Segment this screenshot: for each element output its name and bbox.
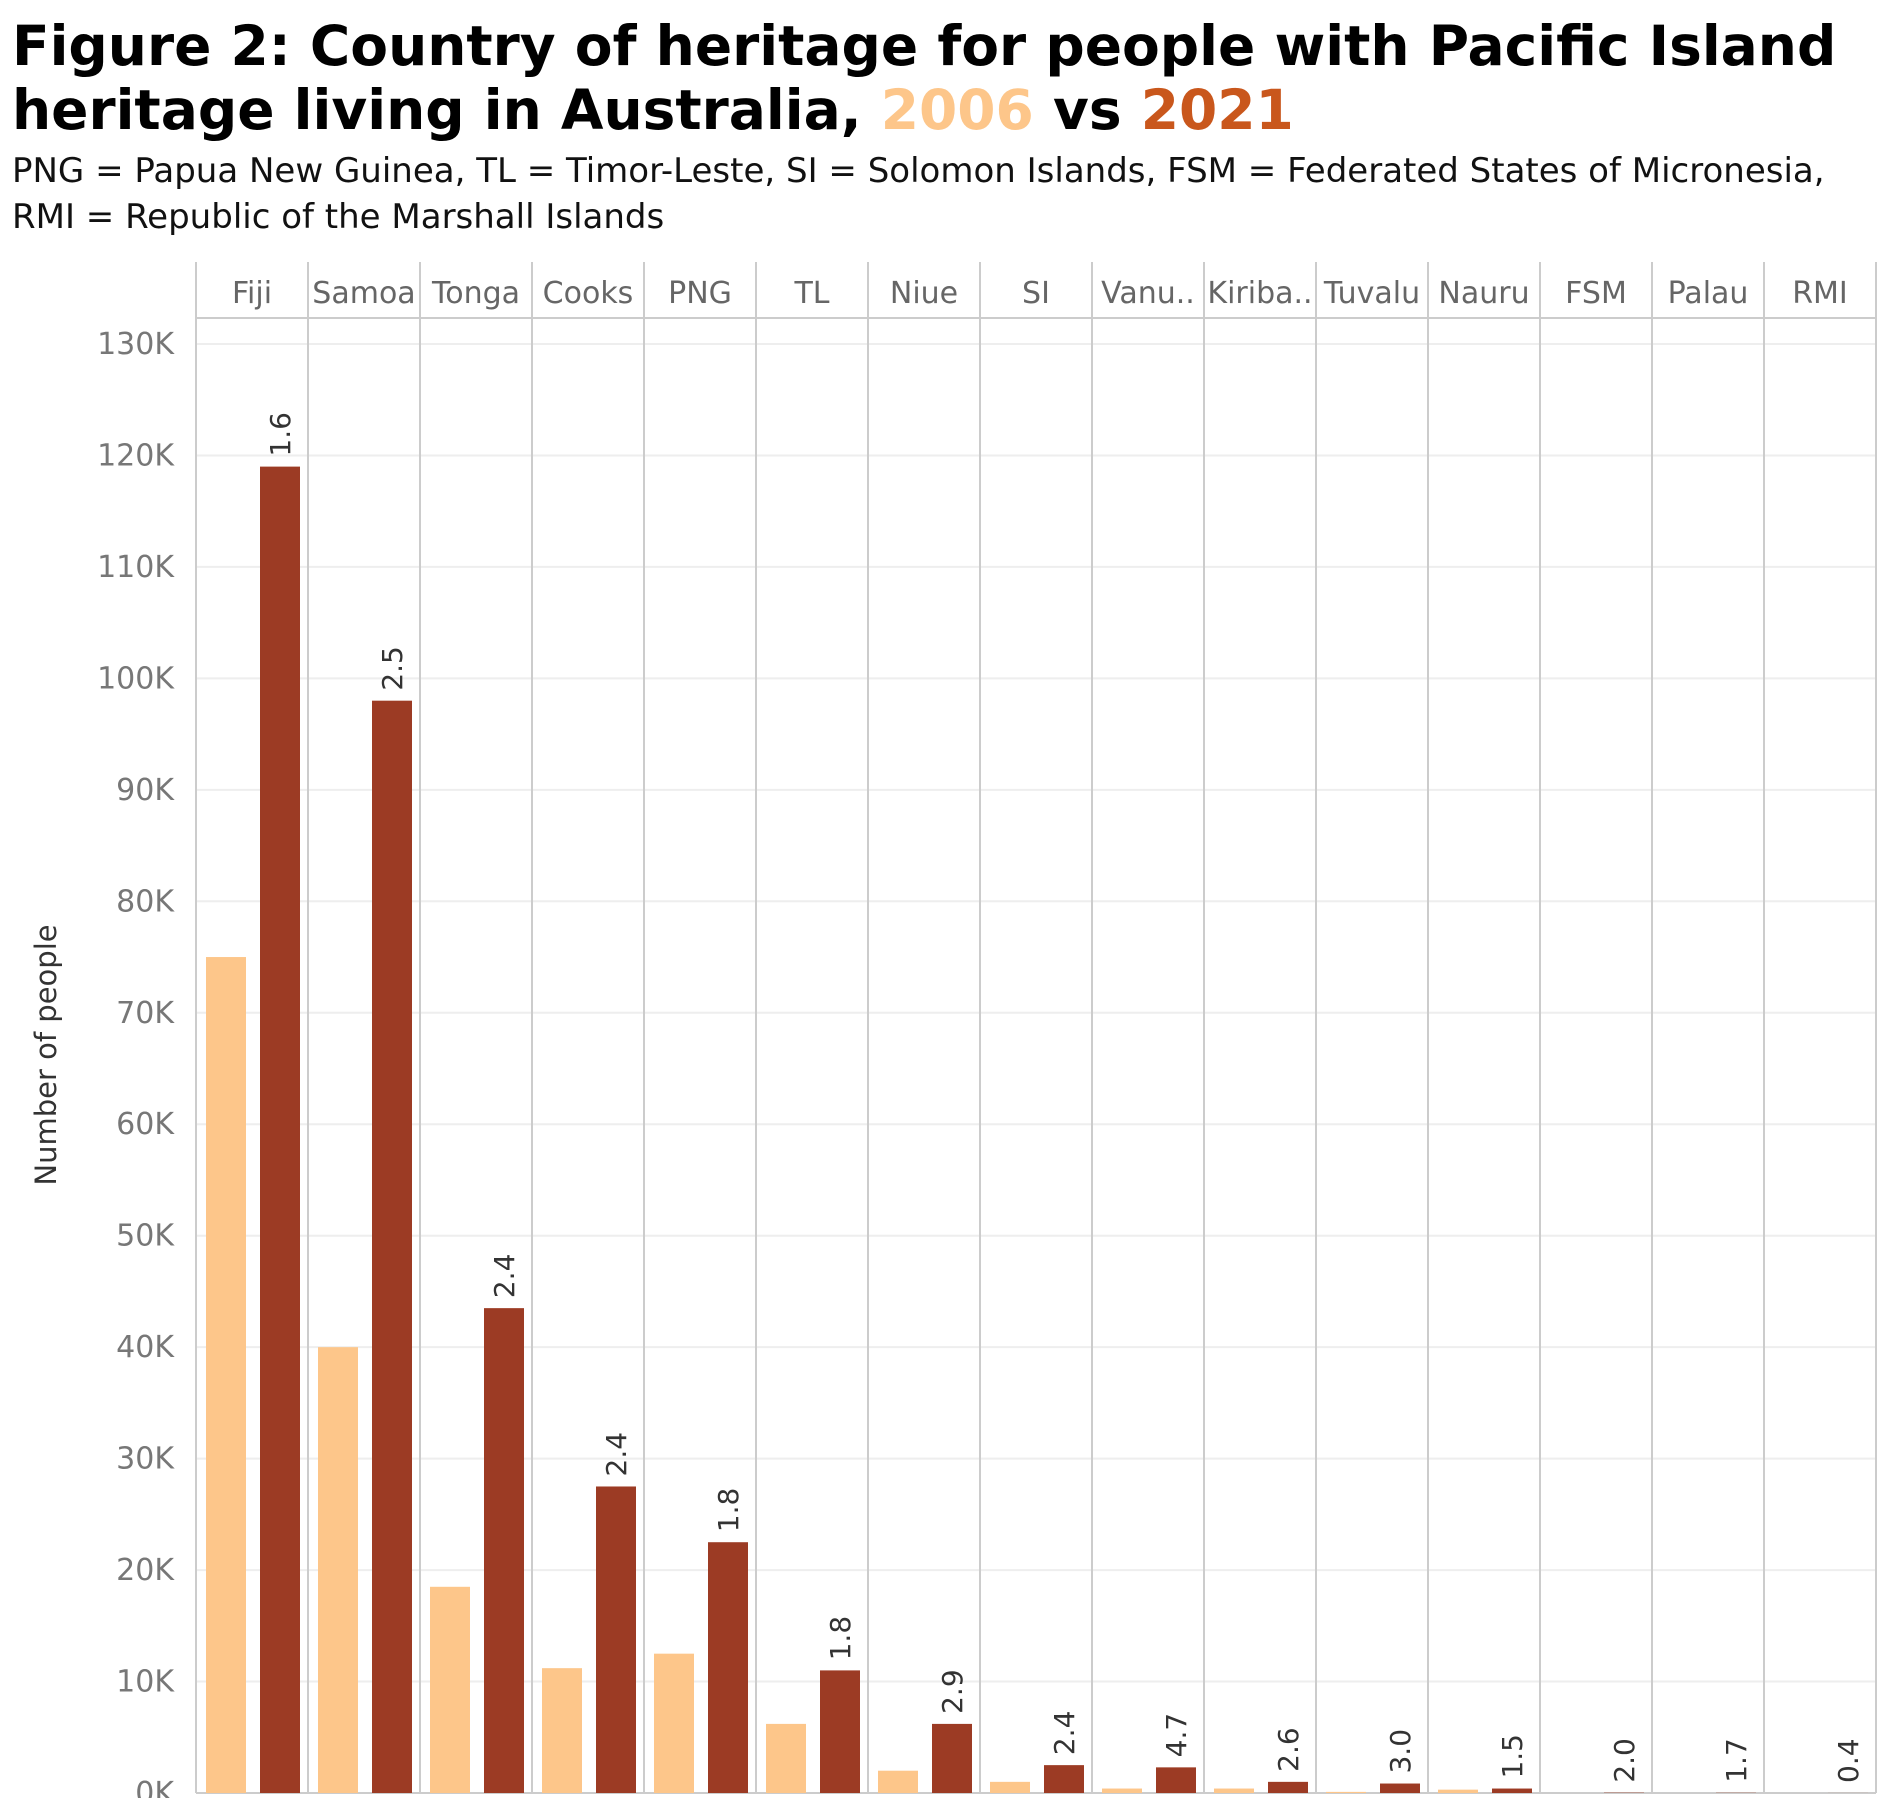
chart-subtitle: PNG = Papua New Guinea, TL = Timor-Leste… (12, 151, 1825, 237)
category-label: Kiriba.. (1207, 276, 1312, 311)
y-tick-label: 0K (135, 1776, 175, 1798)
bars (206, 466, 1868, 1794)
bar-2021 (1380, 1783, 1420, 1793)
bar-2021 (596, 1486, 636, 1793)
bar-2006 (542, 1668, 582, 1793)
bar-2021 (372, 700, 412, 1793)
category-label: RMI (1792, 276, 1848, 311)
y-tick-label: 30K (116, 1442, 175, 1477)
y-tick-label: 50K (116, 1219, 175, 1254)
chart-title: Figure 2: Country of heritage for people… (12, 14, 1872, 142)
bar-2021 (1156, 1767, 1196, 1793)
data-label: 2.6 (1272, 1727, 1305, 1772)
y-tick-label: 10K (116, 1665, 175, 1700)
y-tick-label: 80K (116, 884, 175, 919)
data-label: 2.5 (376, 646, 409, 691)
bar-2006 (1102, 1788, 1142, 1793)
gridlines (196, 343, 1876, 1683)
data-label: 0.4 (1832, 1738, 1865, 1783)
data-label: 2.4 (1048, 1711, 1081, 1756)
title-joiner: vs (1033, 78, 1141, 142)
category-label: Fiji (232, 276, 272, 311)
category-label: Vanu.. (1101, 276, 1195, 311)
y-tick-label: 70K (116, 996, 175, 1031)
bar-2021 (708, 1542, 748, 1793)
data-labels: 1.6 2.5 2.4 2.4 1.8 1.8 2.9 2.4 4.7 2.6 3.0 1.5 2.0 1… (264, 412, 1865, 1783)
category-label: Nauru (1438, 276, 1529, 311)
y-tick-label: 110K (97, 550, 175, 585)
bar-2021 (1268, 1781, 1308, 1793)
bar-2006 (766, 1723, 806, 1793)
data-label: 2.0 (1608, 1738, 1641, 1783)
y-tick-label: 130K (97, 327, 175, 362)
category-label: Niue (890, 276, 958, 311)
category-label: FSM (1565, 276, 1627, 311)
category-label: Cooks (543, 276, 634, 311)
data-label: 1.7 (1720, 1738, 1753, 1783)
y-axis: 0K 10K 20K 30K 40K 50K 60K 70K 80K 90K 100K 110K 120… (97, 327, 175, 1798)
title-year-2021: 2021 (1140, 78, 1294, 142)
bar-2021 (1492, 1788, 1532, 1793)
bar-2006 (990, 1781, 1030, 1793)
bar-2021 (260, 466, 300, 1794)
data-label: 2.9 (936, 1669, 969, 1714)
data-label: 1.8 (712, 1488, 745, 1533)
bar-2006 (1326, 1791, 1366, 1793)
data-label: 4.7 (1160, 1713, 1193, 1758)
bar-2006 (206, 957, 246, 1793)
y-tick-label: 120K (97, 438, 175, 473)
bar-2006 (318, 1347, 358, 1793)
data-label: 2.4 (488, 1254, 521, 1299)
category-label: SI (1022, 276, 1050, 311)
bar-2006 (1438, 1789, 1478, 1793)
facet-panels (195, 262, 1877, 1794)
category-label: Palau (1668, 276, 1749, 311)
data-label: 1.6 (264, 412, 297, 457)
category-label: Samoa (312, 276, 415, 311)
category-label: Tuvalu (1323, 276, 1420, 311)
bar-2006 (654, 1653, 694, 1793)
data-label: 2.4 (600, 1432, 633, 1477)
category-label: Tonga (431, 276, 520, 311)
y-axis-label: Number of people (29, 924, 63, 1185)
bar-2006 (878, 1770, 918, 1793)
data-label: 1.8 (824, 1616, 857, 1661)
bar-2021 (1044, 1765, 1084, 1793)
y-tick-label: 60K (116, 1107, 175, 1142)
category-label: TL (793, 276, 829, 311)
bar-2006 (430, 1586, 470, 1793)
y-tick-label: 40K (116, 1330, 175, 1365)
bar-2021 (820, 1670, 860, 1793)
facet-headers: Fiji Samoa Tonga Cooks PNG TL Niue SI Vanu.. Kiri… (232, 276, 1848, 311)
y-tick-label: 100K (97, 661, 175, 696)
data-label: 1.5 (1496, 1734, 1529, 1779)
bar-2021 (932, 1723, 972, 1793)
title-year-2006: 2006 (880, 78, 1034, 142)
y-tick-label: 90K (116, 773, 175, 808)
bar-2006 (1214, 1788, 1254, 1793)
y-tick-label: 20K (116, 1553, 175, 1588)
title-prefix: Figure 2: Country of heritage for people… (12, 14, 1837, 142)
data-label: 3.0 (1384, 1729, 1417, 1774)
bar-2021 (484, 1308, 524, 1793)
category-label: PNG (668, 276, 732, 311)
